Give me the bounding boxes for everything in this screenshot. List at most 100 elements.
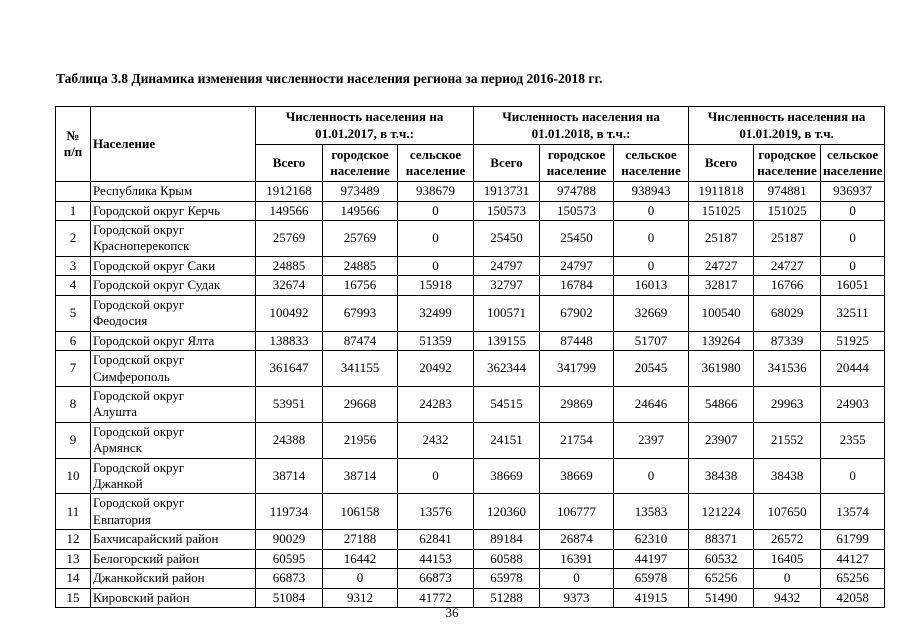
population-value: 1913731 — [473, 181, 541, 202]
population-value: 0 — [613, 200, 690, 221]
population-value: 16391 — [539, 548, 615, 570]
population-value: 2355 — [820, 421, 886, 459]
population-value: 38669 — [539, 457, 615, 495]
population-value: 24797 — [539, 255, 615, 277]
table-row: Республика Крым 1912168 973489 938679 191373… — [55, 181, 886, 202]
column-header-urban-2017: городское население — [322, 144, 398, 182]
row-number — [55, 181, 91, 202]
population-value: 25450 — [539, 220, 615, 257]
table-row: 2 Городской округ Красноперекопск 25769 257… — [55, 220, 886, 257]
population-value: 139155 — [473, 330, 541, 352]
table-row: 12 Бахчисарайский район 90029 27188 62841 891… — [55, 529, 886, 550]
column-header-urban-2018: городское население — [539, 144, 615, 182]
population-value: 60595 — [255, 548, 323, 570]
population-value: 44197 — [613, 548, 690, 570]
population-value: 51707 — [613, 330, 690, 352]
population-value: 16784 — [539, 275, 615, 296]
column-group-2017: Численность населения на 01.01.2017, в т… — [254, 106, 475, 145]
row-number: 12 — [55, 529, 91, 550]
population-value: 2397 — [613, 421, 690, 459]
population-value: 938943 — [613, 181, 690, 202]
population-value: 139264 — [688, 330, 755, 352]
row-number: 4 — [55, 275, 91, 296]
population-value: 27188 — [322, 529, 398, 550]
population-value: 974788 — [539, 181, 615, 202]
population-value: 29668 — [322, 385, 398, 423]
population-value: 88371 — [688, 529, 755, 550]
population-value: 44127 — [820, 548, 886, 570]
column-header-row-number: № п/п — [55, 106, 91, 182]
population-value: 62841 — [396, 529, 475, 550]
population-value: 119734 — [255, 493, 323, 531]
table-row: 4 Городской округ Судак 32674 16756 15918 327… — [55, 275, 886, 296]
row-number: 9 — [55, 421, 91, 459]
population-value: 16051 — [820, 275, 886, 296]
population-value: 87339 — [753, 330, 822, 352]
population-value: 149566 — [322, 200, 398, 221]
population-value: 20492 — [396, 350, 475, 387]
population-value: 51490 — [688, 587, 755, 609]
row-number: 10 — [55, 457, 91, 495]
population-value: 24885 — [322, 255, 398, 277]
column-header-territory: Население — [90, 106, 256, 182]
population-value: 25187 — [688, 220, 755, 257]
population-value: 87474 — [322, 330, 398, 352]
population-value: 0 — [820, 200, 886, 221]
population-value: 38714 — [255, 457, 323, 495]
population-value: 24283 — [396, 385, 475, 423]
population-value: 24903 — [820, 385, 886, 423]
population-value: 100571 — [473, 294, 541, 332]
population-value: 0 — [613, 220, 690, 257]
population-value: 25769 — [255, 220, 323, 257]
population-value: 341536 — [753, 350, 822, 387]
population-value: 51359 — [396, 330, 475, 352]
column-header-total-2018: Всего — [473, 144, 541, 182]
row-number: 5 — [55, 294, 91, 332]
column-header-rural-2018: сельское население — [613, 144, 690, 182]
population-value: 53951 — [255, 385, 323, 423]
population-value: 38669 — [473, 457, 541, 495]
population-value: 0 — [539, 568, 615, 589]
population-value: 66873 — [255, 568, 323, 589]
population-value: 24797 — [473, 255, 541, 277]
population-value: 16442 — [322, 548, 398, 570]
population-value: 29963 — [753, 385, 822, 423]
territory-name: Городской округ Евпатория — [90, 493, 256, 531]
population-value: 13583 — [613, 493, 690, 531]
territory-name: Белогорский район — [90, 548, 256, 570]
population-value: 149566 — [255, 200, 323, 221]
territory-name: Городской округ Феодосия — [90, 294, 256, 332]
territory-name: Городской округ Саки — [90, 255, 256, 277]
population-value: 51288 — [473, 587, 541, 609]
population-value: 20545 — [613, 350, 690, 387]
territory-name: Городской округ Красноперекопск — [90, 220, 256, 257]
row-number: 14 — [55, 568, 91, 589]
population-value: 51925 — [820, 330, 886, 352]
population-value: 32797 — [473, 275, 541, 296]
territory-name: Республика Крым — [90, 181, 256, 202]
population-value: 150573 — [539, 200, 615, 221]
population-value: 0 — [613, 255, 690, 277]
population-value: 0 — [820, 220, 886, 257]
population-value: 21956 — [322, 421, 398, 459]
table-row: 14 Джанкойский район 66873 0 66873 65978 0 6597… — [55, 568, 886, 589]
population-value: 24885 — [255, 255, 323, 277]
population-value: 100492 — [255, 294, 323, 332]
population-value: 51084 — [255, 587, 323, 609]
population-value: 16766 — [753, 275, 822, 296]
population-value: 362344 — [473, 350, 541, 387]
population-value: 2432 — [396, 421, 475, 459]
population-value: 974881 — [753, 181, 822, 202]
population-value: 38438 — [688, 457, 755, 495]
population-value: 341799 — [539, 350, 615, 387]
population-value: 107650 — [753, 493, 822, 531]
territory-name: Бахчисарайский район — [90, 529, 256, 550]
population-value: 24646 — [613, 385, 690, 423]
territory-name: Джанкойский район — [90, 568, 256, 589]
table-caption: Таблица 3.8 Динамика изменения численнос… — [56, 71, 603, 86]
population-value: 16405 — [753, 548, 822, 570]
population-value: 41772 — [396, 587, 475, 609]
population-value: 0 — [820, 457, 886, 495]
row-number: 8 — [55, 385, 91, 423]
population-value: 0 — [396, 255, 475, 277]
